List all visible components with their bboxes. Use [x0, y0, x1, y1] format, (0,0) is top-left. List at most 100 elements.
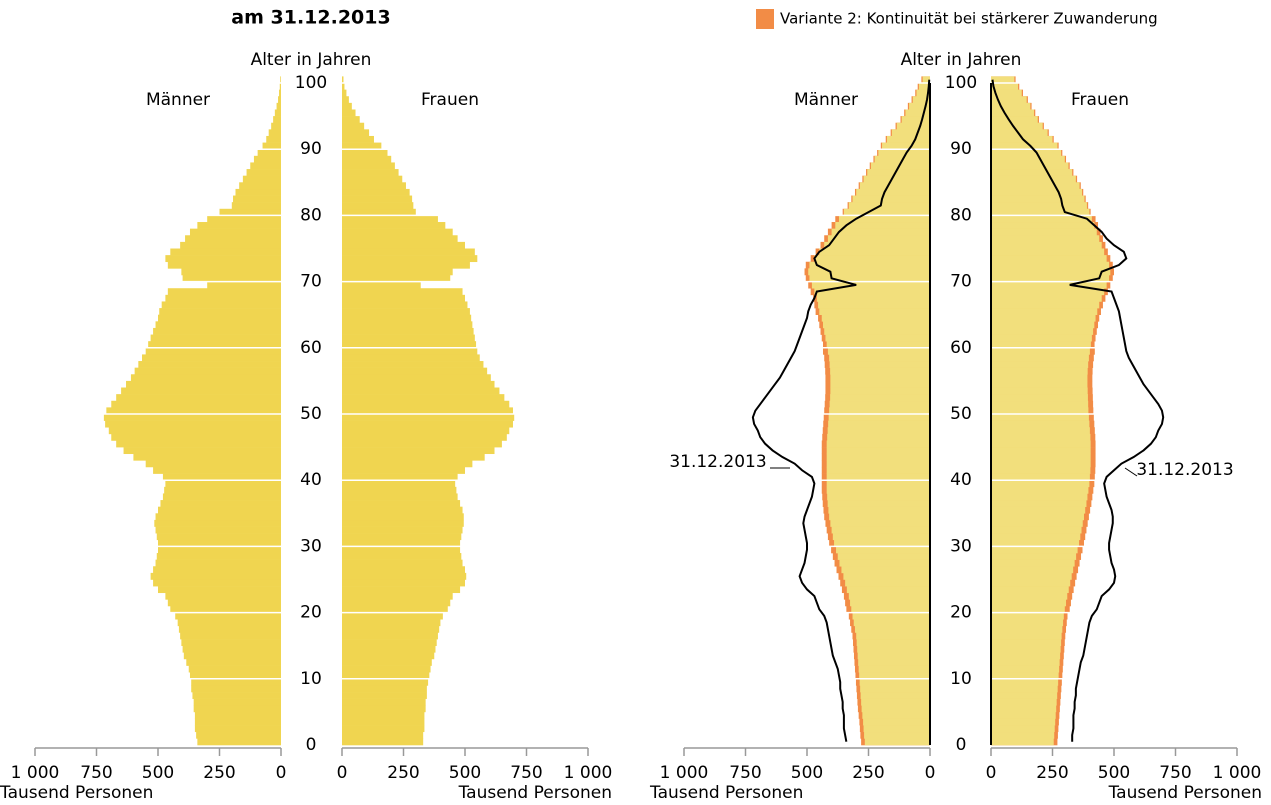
- bar: [991, 586, 1069, 594]
- bar: [342, 162, 395, 170]
- bar: [859, 182, 930, 190]
- bar: [826, 341, 930, 349]
- bar: [342, 718, 425, 726]
- bar: [196, 731, 281, 739]
- x-axis-label: Tausend Personen: [0, 783, 153, 803]
- bar: [991, 301, 1100, 309]
- bar: [909, 102, 930, 110]
- bar: [155, 321, 281, 329]
- bar: [991, 440, 1091, 448]
- x-tick-label: 250: [1036, 763, 1068, 783]
- bar: [905, 109, 930, 117]
- bar: [278, 96, 281, 104]
- x-tick-label: 1 000: [11, 763, 60, 783]
- bar: [342, 466, 465, 474]
- bar: [185, 235, 281, 243]
- bar: [207, 215, 281, 223]
- bar: [342, 672, 430, 680]
- bar: [178, 625, 281, 633]
- side-label: Frauen: [421, 90, 479, 110]
- bar: [342, 361, 484, 368]
- bar: [830, 387, 930, 395]
- bar: [161, 301, 281, 309]
- bar: [991, 592, 1068, 600]
- x-axis-label: Tausend Personen: [458, 783, 612, 803]
- x-tick-label: 500: [449, 763, 481, 783]
- bar: [878, 149, 930, 157]
- bar: [991, 539, 1080, 547]
- side-label: Männer: [146, 90, 210, 110]
- bar: [342, 447, 495, 455]
- bar: [175, 612, 281, 620]
- bar: [858, 658, 930, 666]
- bar: [342, 645, 436, 653]
- bar: [342, 195, 413, 203]
- bar: [991, 116, 1038, 124]
- bar: [219, 208, 281, 216]
- bar: [342, 301, 468, 309]
- bar: [342, 685, 427, 693]
- bar: [816, 294, 930, 302]
- bar: [150, 572, 281, 580]
- bar: [860, 685, 930, 693]
- bar: [991, 725, 1055, 733]
- bar: [280, 76, 281, 84]
- bar: [153, 466, 281, 474]
- bar: [342, 519, 464, 527]
- bar: [991, 387, 1088, 395]
- bar: [342, 605, 448, 613]
- bar: [991, 288, 1105, 296]
- outline-line: [751, 79, 931, 742]
- bar: [827, 347, 930, 355]
- bar: [207, 281, 281, 289]
- bar: [991, 625, 1063, 633]
- bar: [848, 592, 930, 600]
- bar: [191, 685, 281, 693]
- bar: [164, 486, 281, 494]
- bar: [342, 619, 441, 627]
- bar: [167, 288, 281, 296]
- bar: [818, 301, 930, 309]
- y-axis-label: Alter in Jahren: [901, 50, 1022, 70]
- bar: [342, 288, 463, 296]
- x-tick-label: 1 000: [564, 763, 613, 783]
- bar: [159, 308, 281, 315]
- bar: [342, 579, 465, 587]
- bar: [991, 83, 1019, 90]
- bar: [991, 195, 1085, 203]
- bar: [177, 619, 281, 627]
- bar: [342, 440, 502, 448]
- bar: [162, 493, 281, 501]
- bar: [156, 553, 281, 560]
- bar: [819, 308, 930, 315]
- bar: [991, 341, 1091, 349]
- chart-title: am 31.12.2013: [231, 7, 390, 29]
- bar: [342, 248, 475, 256]
- bar: [831, 228, 930, 236]
- bar: [342, 394, 505, 402]
- bar: [342, 387, 500, 395]
- bar: [158, 506, 281, 514]
- bar: [342, 155, 392, 163]
- bar: [830, 519, 930, 527]
- bar: [991, 466, 1091, 474]
- bar: [165, 255, 281, 263]
- bar: [826, 473, 930, 481]
- bar: [342, 533, 462, 541]
- y-tick-label: 0: [306, 735, 317, 755]
- bar: [342, 116, 360, 124]
- bar: [862, 711, 930, 719]
- bar: [342, 414, 515, 421]
- bar: [342, 89, 347, 97]
- bar: [863, 718, 930, 726]
- x-tick-label: 250: [852, 763, 884, 783]
- bar: [342, 235, 458, 243]
- bar: [154, 519, 281, 527]
- bar: [342, 493, 458, 501]
- bar: [342, 261, 470, 269]
- bar: [991, 738, 1054, 746]
- bar: [991, 182, 1080, 190]
- bar: [342, 188, 410, 196]
- bar: [342, 255, 478, 263]
- bar: [843, 572, 930, 580]
